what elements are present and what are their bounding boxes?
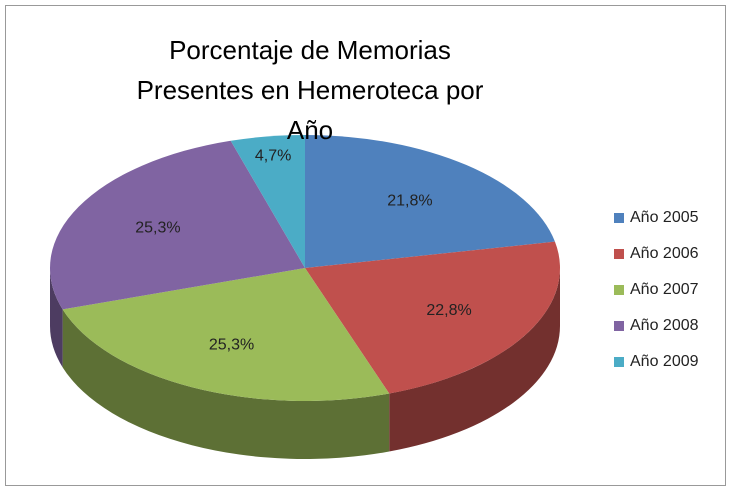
- legend-label: Año 2009: [630, 353, 699, 370]
- pie-slice: [50, 140, 306, 310]
- pie-slice: [305, 241, 560, 394]
- pie-slice-side: [389, 268, 560, 452]
- legend-label: Año 2008: [630, 317, 699, 334]
- data-label: 25,3%: [135, 219, 180, 236]
- data-label: 22,8%: [426, 302, 471, 319]
- pie-slice: [305, 135, 555, 268]
- legend-swatch: [614, 321, 624, 331]
- legend-swatch: [614, 285, 624, 295]
- legend-label: Año 2007: [630, 281, 699, 298]
- pie-slice: [62, 268, 390, 402]
- data-label: 21,8%: [387, 192, 432, 209]
- pie-slice-side: [62, 309, 390, 459]
- pie-slice: [230, 135, 305, 268]
- data-label: 4,7%: [255, 147, 291, 164]
- legend-swatch: [614, 357, 624, 367]
- legend-label: Año 2005: [630, 209, 699, 226]
- pie-slice-side: [50, 268, 63, 368]
- chart-title: Porcentaje de Memorias Presentes en Heme…: [136, 35, 484, 145]
- legend-label: Año 2006: [630, 245, 699, 262]
- legend-swatch: [614, 249, 624, 259]
- legend-swatch: [614, 213, 624, 223]
- data-label: 25,3%: [209, 337, 254, 354]
